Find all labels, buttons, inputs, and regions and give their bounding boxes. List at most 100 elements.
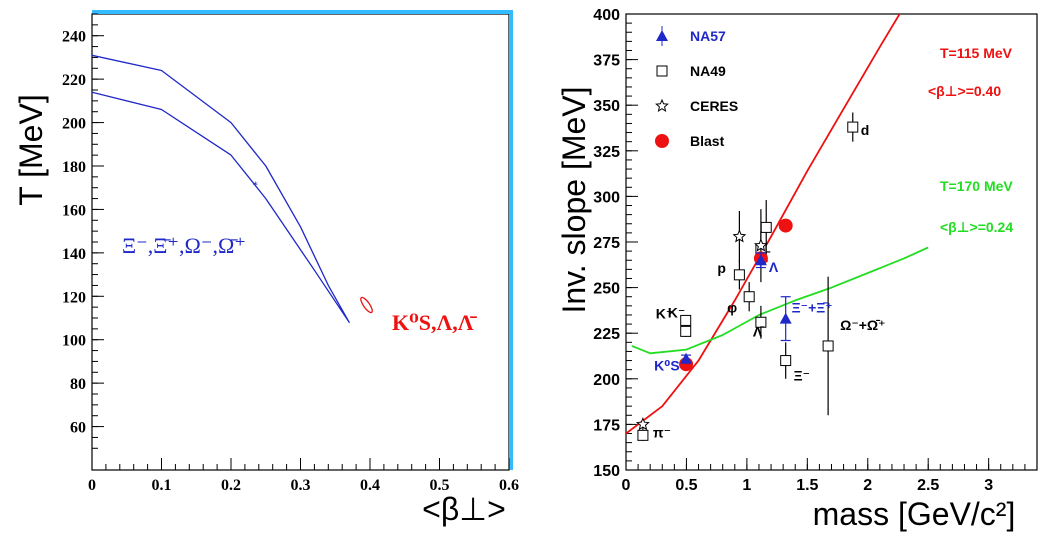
na49-marker [780, 355, 792, 367]
left-y-tick-label: 160 [62, 202, 86, 219]
right-x-tick-label: 1.5 [796, 477, 818, 494]
na57-point-label: Λ [769, 259, 779, 275]
right-x-tick-label: 3 [984, 477, 993, 494]
right-x-tick-label: 1 [742, 477, 751, 494]
left-y-tick-label: 180 [62, 159, 86, 176]
right-curve-labels: T=115 MeV <β⊥>=0.40 T=170 MeV <β⊥>=0.24 [928, 45, 1013, 235]
curve-label-t170: T=170 MeV [940, 178, 1013, 194]
left-frame-shadow-top [92, 10, 509, 14]
left-annotations: Ξ⁻,Ξ̄⁺,Ω⁻,Ω̄⁺ K⁰S,Λ,Λ̄ [122, 233, 478, 335]
right-x-tick-label: 0.5 [675, 477, 697, 494]
right-legend: NA57 NA49 CERES Blast [655, 26, 738, 149]
left-y-tick-label: 120 [62, 289, 86, 306]
na49-point-label: φ [727, 300, 737, 316]
left-y-axis-title: T [MeV] [13, 94, 49, 205]
curve-label-beta024: <β⊥>=0.24 [940, 219, 1013, 235]
left-panel: 0 0.1 0.2 0.3 0.4 0.5 0.6 60 80 100 120 140 160 180 20… [13, 10, 519, 527]
left-x-tick-label: 0 [88, 477, 96, 494]
ceres-marker [635, 417, 650, 431]
na49-marker [637, 429, 649, 441]
ceres-marker [753, 238, 768, 252]
curve-label-beta040: <β⊥>=0.40 [928, 83, 1001, 99]
left-y-tick-label: 60 [70, 420, 86, 437]
na49-marker [755, 316, 767, 328]
na49-marker [847, 121, 859, 133]
right-y-axis-title: Inv. slope [MeV] [556, 86, 592, 313]
left-axis-ticks: 0 0.1 0.2 0.3 0.4 0.5 0.6 60 80 100 120 140 160 180 20… [62, 13, 519, 494]
right-x-tick-label: 2 [863, 477, 872, 494]
left-frame-shadow-right [509, 10, 513, 470]
na49-point-label: Ω⁻+Ω̄⁺ [840, 317, 885, 333]
right-y-tick-label: 325 [593, 144, 620, 161]
right-y-tick-label: 250 [593, 281, 620, 298]
right-y-tick-label: 400 [593, 7, 620, 24]
left-x-tick-label: 0.2 [221, 477, 241, 494]
na49-point-label: d [861, 122, 870, 138]
legend-label: Blast [690, 133, 725, 149]
na49-marker [733, 269, 745, 281]
left-x-tick-label: 0.5 [430, 477, 450, 494]
na57-marker [779, 312, 792, 324]
na49-point-label: Λ̄ [753, 323, 765, 339]
right-y-tick-label: 300 [593, 189, 620, 206]
right-y-tick-label: 275 [593, 235, 620, 252]
right-y-tick-label: 225 [593, 326, 620, 343]
xi-omega-best-fit-marker: * [253, 181, 258, 192]
na57-marker [680, 352, 693, 364]
left-contours: * [92, 54, 373, 323]
right-y-tick-label: 350 [593, 98, 620, 115]
left-plot-frame [91, 13, 510, 471]
legend-label: NA49 [690, 63, 726, 79]
blast-curve-t115 [626, 14, 901, 435]
legend-marker-ceres [655, 98, 669, 112]
left-y-tick-label: 240 [62, 29, 86, 46]
xi-omega-contour [92, 54, 350, 323]
na57-marker [754, 254, 767, 266]
right-x-tick-label: 2.5 [917, 477, 939, 494]
right-y-tick-label: 200 [593, 372, 620, 389]
na49-point-label: π⁻ [653, 424, 671, 440]
legend-label: CERES [690, 98, 738, 114]
ceres-marker [732, 229, 747, 243]
na49-marker [822, 340, 834, 352]
right-x-axis-title: mass [GeV/c²] [813, 496, 1016, 532]
kaon-lambda-label: K⁰S,Λ,Λ̄ [392, 310, 478, 335]
na57-point-label: Ξ⁻+Ξ̄⁺ [792, 300, 833, 316]
na49-marker [760, 221, 772, 233]
left-y-tick-label: 100 [62, 333, 86, 350]
left-y-tick-label: 80 [70, 376, 86, 393]
right-axis-ticks: 0 0.5 1 1.5 2 2.5 3 150 175 200 225 250 275 300 325 350… [593, 7, 1038, 494]
left-y-tick-label: 200 [62, 116, 86, 133]
right-y-tick-label: 175 [593, 417, 620, 434]
na49-marker [680, 325, 692, 337]
right-panel: 0 0.5 1 1.5 2 2.5 3 150 175 200 225 250 275 300 325 350… [556, 7, 1038, 532]
legend-label: NA57 [690, 28, 726, 44]
curve-label-t115: T=115 MeV [940, 45, 1013, 61]
left-x-tick-label: 0.3 [291, 477, 311, 494]
right-plot-frame [625, 13, 1038, 471]
left-x-tick-label: 0.1 [152, 477, 172, 494]
legend-marker-blast [655, 134, 669, 148]
left-x-tick-label: 0.6 [499, 477, 519, 494]
na49-point-label: K⁺ [656, 305, 674, 321]
blast-curve-t170 [631, 246, 929, 355]
left-y-tick-label: 220 [62, 72, 86, 89]
na49-marker [743, 291, 755, 303]
right-y-tick-label: 375 [593, 53, 620, 70]
na49-marker [680, 314, 692, 326]
legend-marker-na49 [656, 65, 668, 77]
kaon-lambda-contour [360, 296, 373, 314]
right-curves [626, 14, 929, 435]
left-x-tick-label: 0.4 [360, 477, 380, 494]
na49-point-label: K⁻ [668, 304, 686, 320]
na49-point-label: p [717, 260, 726, 276]
right-x-tick-label: 0 [622, 477, 631, 494]
left-y-tick-label: 140 [62, 246, 86, 263]
na57-point-label: K⁰S [654, 358, 680, 374]
right-y-tick-label: 150 [593, 463, 620, 480]
blast-marker [778, 218, 793, 233]
xi-omega-label: Ξ⁻,Ξ̄⁺,Ω⁻,Ω̄⁺ [122, 233, 246, 258]
na49-point-label: Ξ⁻ [794, 368, 810, 384]
